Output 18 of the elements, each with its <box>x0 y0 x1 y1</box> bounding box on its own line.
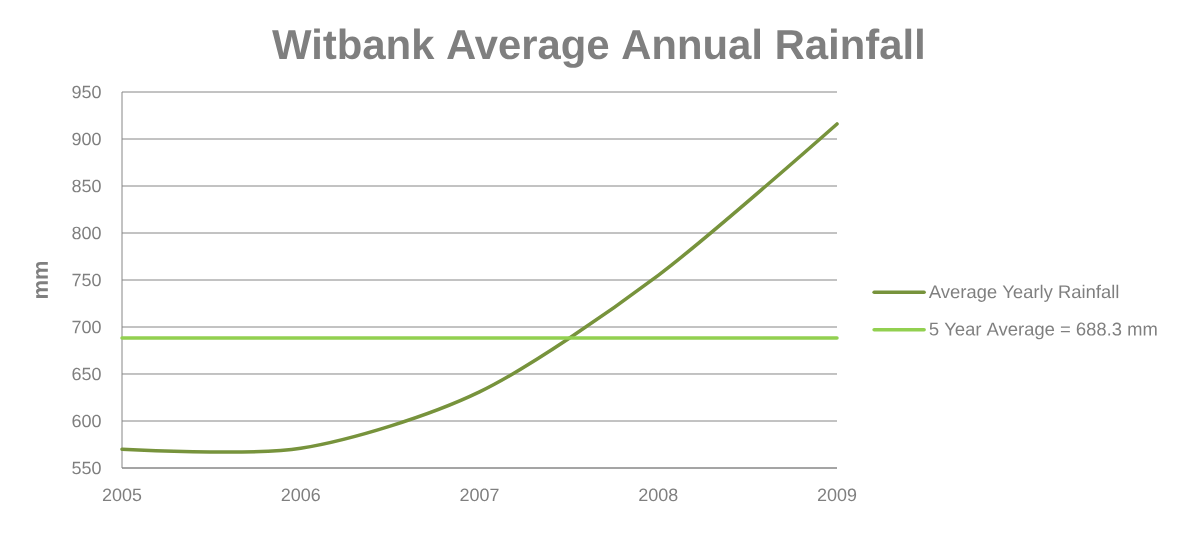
y-tick-label: 600 <box>72 414 101 428</box>
legend-label: 5 Year Average = 688.3 mm <box>929 322 1157 340</box>
x-tick-label: 2005 <box>102 488 142 502</box>
y-tick-label: 650 <box>72 367 101 381</box>
y-tick-label: 850 <box>72 179 101 193</box>
y-axis-title: mm <box>36 261 48 299</box>
x-tick-label: 2006 <box>281 488 320 502</box>
y-tick-label: 700 <box>72 320 101 334</box>
y-tick-label: 550 <box>72 461 101 475</box>
x-tick-label: 2008 <box>639 488 678 502</box>
y-tick-label: 800 <box>72 226 101 240</box>
legend-label: Average Yearly Rainfall <box>928 284 1119 302</box>
x-tick-label: 2007 <box>460 488 499 502</box>
y-tick-label: 900 <box>72 132 101 146</box>
y-tick-label: 950 <box>72 85 101 99</box>
chart-title: Witbank Average Annual Rainfall <box>272 28 923 68</box>
y-tick-label: 750 <box>72 273 101 287</box>
x-tick-label: 2009 <box>817 488 857 502</box>
